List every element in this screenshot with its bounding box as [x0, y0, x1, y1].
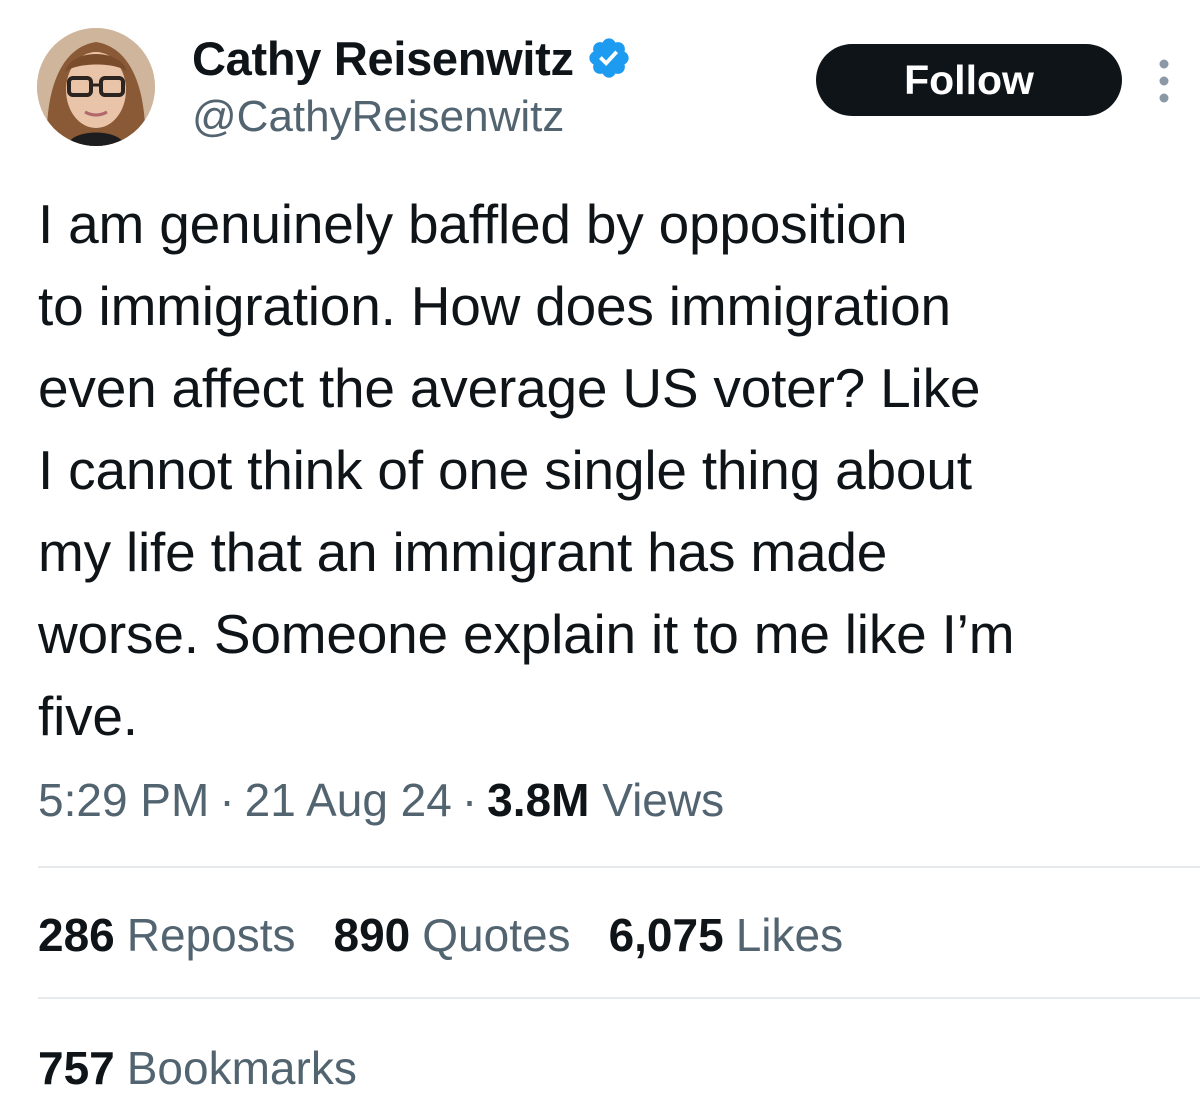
bookmarks-stat-inner: 757 Bookmarks [38, 1038, 357, 1098]
tweet-text-line: even affect the average US voter? Like [38, 357, 981, 419]
tweet-text-line: my life that an immigrant has made [38, 521, 888, 583]
likes-stat[interactable]: 6,075 Likes [609, 905, 844, 965]
likes-label: Likes [735, 909, 844, 961]
engagement-stats: 286 Reposts 890 Quotes 6,075 Likes [38, 905, 881, 965]
bookmarks-count: 757 [38, 1042, 115, 1094]
tweet-text-line: I am genuinely baffled by opposition [38, 193, 908, 255]
quotes-label: Quotes [422, 909, 571, 961]
reposts-label: Reposts [126, 909, 296, 961]
bookmarks-stat[interactable]: 757 Bookmarks [38, 1038, 395, 1098]
tweet-time[interactable]: 5:29 PM [38, 774, 210, 826]
more-vertical-icon[interactable] [1154, 56, 1174, 106]
divider [38, 866, 1200, 868]
tweet-text: I am genuinely baffled by opposition to … [38, 183, 1188, 757]
quotes-stat[interactable]: 890 Quotes [334, 905, 571, 965]
author-name-row: Cathy Reisenwitz [192, 28, 632, 88]
avatar[interactable] [37, 28, 155, 146]
reposts-stat[interactable]: 286 Reposts [38, 905, 296, 965]
author-handle[interactable]: @CathyReisenwitz [192, 92, 565, 141]
reposts-count: 286 [38, 909, 115, 961]
views-count: 3.8M [487, 774, 590, 826]
meta-separator: · [461, 774, 478, 826]
divider [38, 997, 1200, 999]
views-label: Views [602, 774, 725, 826]
verified-badge-icon[interactable] [586, 35, 632, 81]
bookmarks-label: Bookmarks [126, 1042, 357, 1094]
meta-separator: · [219, 774, 235, 826]
tweet-date[interactable]: 21 Aug 24 [244, 774, 452, 826]
follow-button[interactable]: Follow [816, 44, 1122, 116]
author-display-name[interactable]: Cathy Reisenwitz [192, 31, 574, 85]
tweet-text-line: I cannot think of one single thing about [38, 439, 972, 501]
tweet-text-line: to immigration. How does immigration [38, 275, 951, 337]
tweet-text-line: five. [38, 685, 138, 747]
tweet-text-line: worse. Someone explain it to me like I’m [38, 603, 1015, 665]
tweet-meta: 5:29 PM · 21 Aug 24 · 3.8M Views [38, 770, 724, 830]
likes-count: 6,075 [608, 909, 724, 961]
quotes-count: 890 [333, 909, 411, 961]
